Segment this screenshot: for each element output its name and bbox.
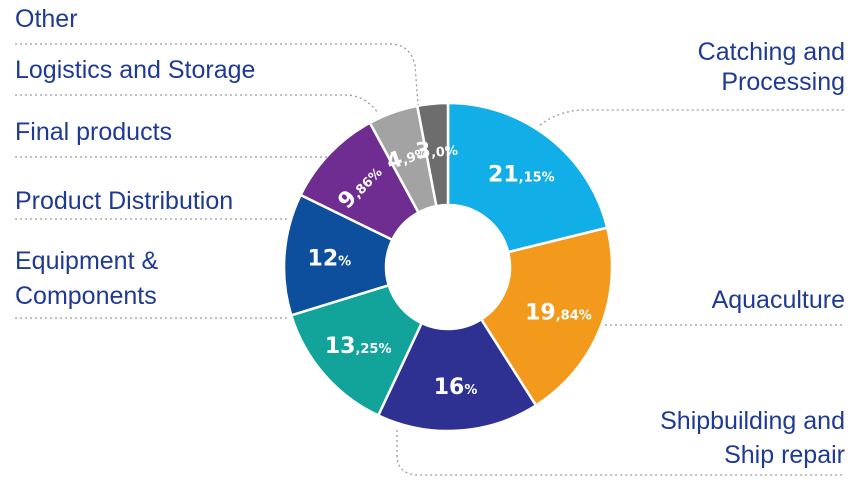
slice-equipment-and-components-value-major: 13 [325,334,356,359]
category-label-logistics-and-storage-line-1: Logistics and Storage [15,56,255,84]
slice-catching-and-processing-value-major: 21 [488,162,519,187]
slice-other-value-minor: ,0% [430,144,458,161]
category-label-equipment-and-components-line-1: Equipment & [15,247,158,275]
category-label-catching-and-processing-line-2: Processing [721,68,845,96]
slice-aquaculture-value-label: 19,84% [525,300,592,325]
category-label-product-distribution-line-1: Product Distribution [15,187,233,215]
slice-shipbuilding-and-ship-repair-value-major: 16 [434,375,465,400]
category-label-other: Other [15,5,78,33]
slice-product-distribution-value-major: 12 [308,247,339,272]
slice-shipbuilding-and-ship-repair-value-label: 16% [434,375,478,400]
category-label-equipment-and-components: Equipment & Components [15,247,158,310]
category-label-aquaculture: Aquaculture [712,286,845,314]
slice-equipment-and-components: 13,25% [290,284,423,417]
slice-other-shape [416,101,450,208]
category-label-shipbuilding-and-ship-repair: Shipbuilding and Ship repair [660,407,845,469]
slice-shipbuilding-and-ship-repair: 16% [377,318,538,433]
category-label-product-distribution: Product Distribution [15,187,233,215]
category-label-logistics-and-storage: Logistics and Storage [15,56,255,84]
category-label-aquaculture-line-1: Aquaculture [712,286,845,314]
slice-equipment-and-components-value-label: 13,25% [325,334,392,359]
slice-other: 3,0% [414,101,459,208]
slice-equipment-and-components-shape [290,284,423,417]
slice-catching-and-processing: 21,15% [446,101,609,254]
category-label-other-line-1: Other [15,5,78,33]
category-label-final-products: Final products [15,118,172,146]
slice-catching-and-processing-value-label: 21,15% [488,162,555,187]
slice-product-distribution-value-label: 12% [308,247,352,272]
leader-line-logistics-and-storage [15,94,379,114]
slice-shipbuilding-and-ship-repair-shape [377,318,538,433]
slice-aquaculture-shape [480,226,614,407]
slice-other-value-label: 3,0% [414,136,458,165]
slice-equipment-and-components-value-minor: ,25% [355,342,391,357]
category-label-equipment-and-components-line-2: Components [15,282,157,310]
category-label-final-products-line-1: Final products [15,118,172,146]
category-label-catching-and-processing-line-1: Catching and [698,38,845,66]
category-label-catching-and-processing: Catching and Processing [698,38,845,96]
slice-shipbuilding-and-ship-repair-value-minor: % [464,383,477,398]
slice-aquaculture-value-minor: ,84% [556,308,592,323]
leader-line-other [15,43,419,106]
category-label-shipbuilding-and-ship-repair-line-2: Ship repair [724,441,845,469]
slice-logistics-and-storage-value-label: 4,9% [383,138,431,176]
leader-line-catching-and-processing [539,109,845,126]
slice-catching-and-processing-shape [446,101,609,254]
slice-catching-and-processing-value-minor: ,15% [519,170,555,185]
category-label-shipbuilding-and-ship-repair-line-1: Shipbuilding and [660,407,845,435]
slice-aquaculture: 19,84% [480,226,614,407]
slice-other-value-major: 3 [414,138,432,164]
leader-line-shipbuilding-and-ship-repair [396,430,845,476]
slice-product-distribution-value-minor: % [338,255,351,270]
slice-aquaculture-value-major: 19 [525,300,556,325]
